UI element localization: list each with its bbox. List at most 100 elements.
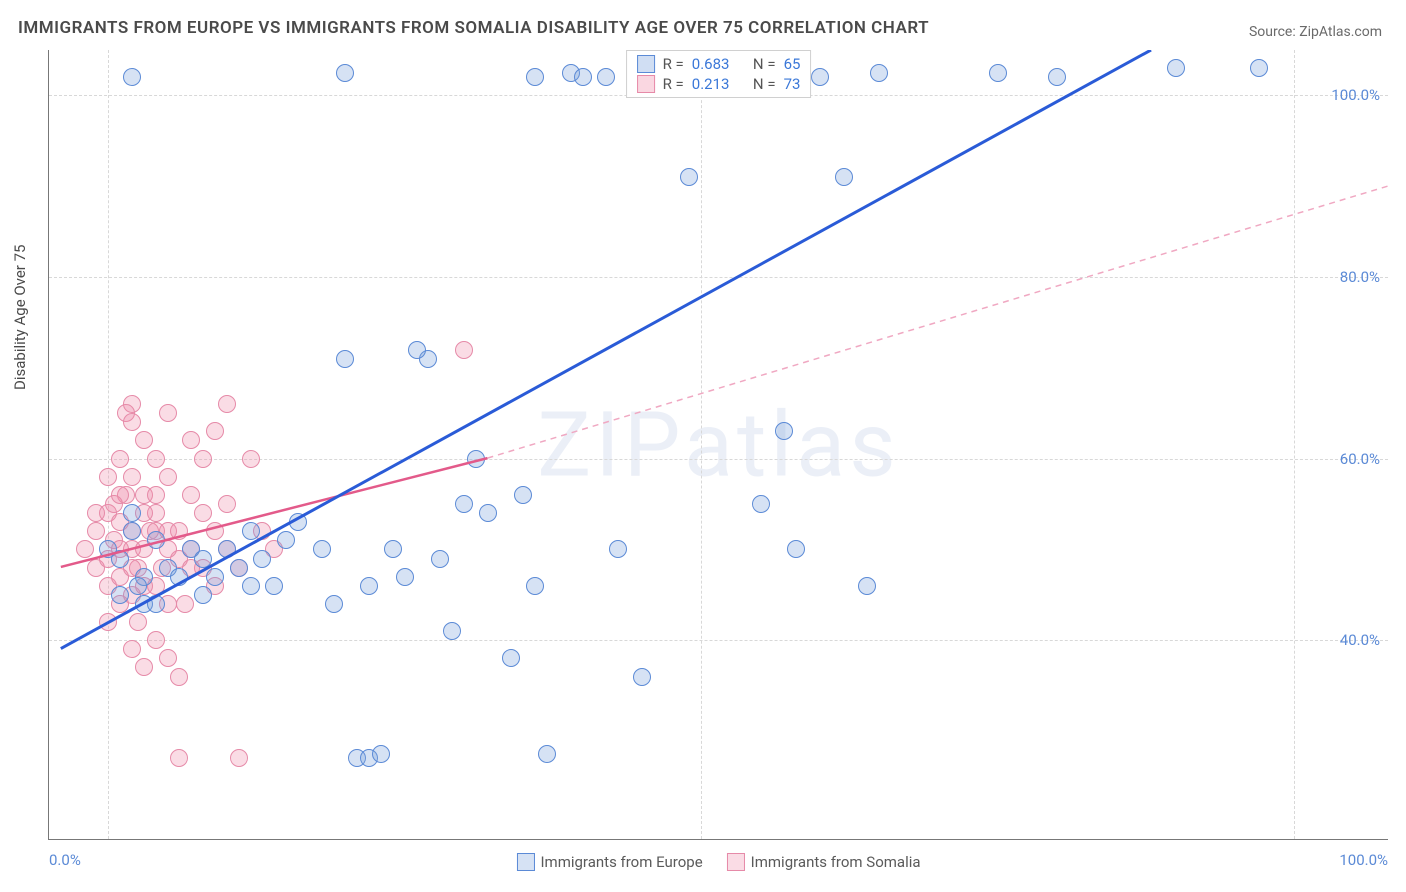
- data-point: [87, 522, 105, 540]
- data-point: [775, 422, 793, 440]
- data-point: [194, 550, 212, 568]
- data-point: [1167, 59, 1185, 77]
- data-point: [526, 577, 544, 595]
- gridline-vertical: [108, 50, 109, 839]
- data-point: [123, 640, 141, 658]
- x-tick-min: 0.0%: [49, 851, 81, 869]
- data-point: [218, 495, 236, 513]
- data-point: [129, 613, 147, 631]
- data-point: [111, 586, 129, 604]
- data-point: [230, 559, 248, 577]
- stat-value: 65: [784, 55, 801, 73]
- data-point: [325, 595, 343, 613]
- data-point: [194, 504, 212, 522]
- data-point: [87, 504, 105, 522]
- data-point: [182, 431, 200, 449]
- data-point: [396, 568, 414, 586]
- data-point: [194, 586, 212, 604]
- data-point: [159, 468, 177, 486]
- swatch-icon: [516, 853, 534, 871]
- data-point: [99, 468, 117, 486]
- data-point: [206, 568, 224, 586]
- data-point: [811, 68, 829, 86]
- data-point: [680, 168, 698, 186]
- stat-value: 0.683: [692, 55, 730, 73]
- data-point: [135, 658, 153, 676]
- data-point: [1250, 59, 1268, 77]
- data-point: [123, 68, 141, 86]
- data-point: [111, 550, 129, 568]
- y-tick-label: 40.0%: [1340, 631, 1380, 649]
- data-point: [147, 531, 165, 549]
- data-point: [574, 68, 592, 86]
- data-point: [123, 468, 141, 486]
- legend-label: Immigrants from Somalia: [751, 853, 921, 871]
- stat-value: 0.213: [692, 75, 730, 93]
- data-point: [147, 631, 165, 649]
- y-tick-label: 60.0%: [1340, 450, 1380, 468]
- swatch-icon: [637, 55, 655, 73]
- data-point: [609, 540, 627, 558]
- source-label: Source: ZipAtlas.com: [1249, 24, 1382, 40]
- data-point: [313, 540, 331, 558]
- swatch-icon: [637, 75, 655, 93]
- data-point: [408, 341, 426, 359]
- legend-stat-row: R = 0.213 N = 73: [637, 75, 801, 93]
- gridline-vertical: [1294, 50, 1295, 839]
- legend-item-somalia: Immigrants from Somalia: [727, 853, 921, 871]
- legend-stat-row: R =0.683 N =65: [637, 55, 801, 73]
- swatch-icon: [727, 853, 745, 871]
- data-point: [230, 749, 248, 767]
- data-point: [455, 495, 473, 513]
- data-point: [502, 649, 520, 667]
- data-point: [858, 577, 876, 595]
- data-point: [1048, 68, 1066, 86]
- stat-label: R =: [663, 75, 684, 93]
- data-point: [76, 540, 94, 558]
- data-point: [467, 450, 485, 468]
- y-tick-label: 100.0%: [1331, 86, 1380, 104]
- data-point: [170, 522, 188, 540]
- data-point: [194, 450, 212, 468]
- data-point: [129, 577, 147, 595]
- regression-lines-layer: [49, 50, 1388, 839]
- data-point: [384, 540, 402, 558]
- data-point: [135, 431, 153, 449]
- data-point: [752, 495, 770, 513]
- data-point: [597, 68, 615, 86]
- data-point: [123, 413, 141, 431]
- data-point: [123, 522, 141, 540]
- data-point: [538, 745, 556, 763]
- data-point: [514, 486, 532, 504]
- legend-label: Immigrants from Europe: [540, 853, 702, 871]
- data-point: [443, 622, 461, 640]
- data-point: [360, 577, 378, 595]
- data-point: [176, 595, 194, 613]
- data-point: [289, 513, 307, 531]
- gridline-horizontal: [49, 640, 1388, 641]
- data-point: [170, 568, 188, 586]
- data-point: [147, 595, 165, 613]
- data-point: [242, 577, 260, 595]
- data-point: [170, 668, 188, 686]
- regression-line: [487, 186, 1388, 458]
- stat-label: R =: [663, 55, 684, 73]
- data-point: [159, 649, 177, 667]
- regression-line: [61, 50, 1151, 649]
- data-point: [111, 486, 129, 504]
- stat-value: 73: [784, 75, 801, 93]
- data-point: [431, 550, 449, 568]
- data-point: [633, 668, 651, 686]
- gridline-vertical: [701, 50, 702, 839]
- plot-area: ZIPatlas R =0.683 N =65R =0.213 N =73 Im…: [48, 50, 1388, 840]
- data-point: [147, 450, 165, 468]
- stat-label: N =: [753, 75, 776, 93]
- data-point: [989, 64, 1007, 82]
- data-point: [182, 486, 200, 504]
- series-legend: Immigrants from Europe Immigrants from S…: [516, 853, 920, 871]
- data-point: [265, 577, 283, 595]
- data-point: [206, 422, 224, 440]
- correlation-legend: R = 0.683 N = 65 R = 0.213 N = 73: [626, 50, 812, 98]
- data-point: [336, 64, 354, 82]
- data-point: [835, 168, 853, 186]
